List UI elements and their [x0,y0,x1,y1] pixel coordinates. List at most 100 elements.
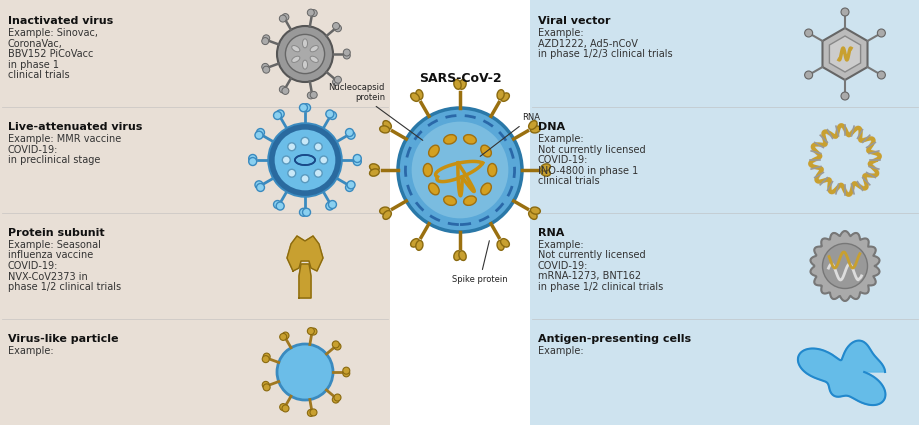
Text: COVID-19:: COVID-19: [8,144,58,155]
Circle shape [877,29,884,37]
Circle shape [343,370,349,377]
Text: NVX-CoV2373 in: NVX-CoV2373 in [8,272,87,281]
Ellipse shape [463,196,476,205]
Ellipse shape [428,145,438,157]
Ellipse shape [380,207,389,214]
Circle shape [301,175,309,183]
Ellipse shape [291,56,300,62]
Circle shape [248,158,256,165]
Circle shape [263,384,270,391]
Circle shape [310,328,317,335]
Circle shape [255,181,263,189]
Circle shape [877,71,884,79]
FancyBboxPatch shape [0,0,390,425]
Text: Viral vector: Viral vector [538,16,610,26]
Ellipse shape [500,93,509,101]
Ellipse shape [528,210,537,219]
Circle shape [273,201,281,209]
Text: Example: Sinovac,: Example: Sinovac, [8,28,98,38]
Circle shape [248,154,256,162]
Circle shape [288,143,295,151]
Text: Example:: Example: [8,346,53,356]
Ellipse shape [410,239,419,247]
FancyBboxPatch shape [390,0,529,425]
Circle shape [282,405,289,412]
Polygon shape [287,236,323,271]
Circle shape [256,184,264,191]
Circle shape [268,124,341,196]
Ellipse shape [443,135,456,144]
Polygon shape [810,231,879,301]
Text: RNA: RNA [480,113,539,156]
Text: Not currently licensed: Not currently licensed [538,144,645,155]
Circle shape [261,37,268,45]
Ellipse shape [380,126,389,133]
Text: COVID-19:: COVID-19: [8,261,58,271]
Circle shape [325,110,334,118]
Ellipse shape [453,79,460,89]
Circle shape [279,404,287,411]
Circle shape [320,156,327,164]
Text: in phase 1/2 clinical trials: in phase 1/2 clinical trials [538,282,663,292]
Circle shape [263,35,269,42]
Text: Antigen-presenting cells: Antigen-presenting cells [538,334,690,344]
Circle shape [314,143,322,151]
Text: Example:: Example: [538,240,583,250]
Ellipse shape [540,164,550,171]
Text: COVID-19:: COVID-19: [538,261,588,271]
Circle shape [334,394,341,401]
Circle shape [398,108,521,232]
Ellipse shape [415,241,423,250]
Circle shape [328,201,336,209]
Text: Example:: Example: [538,134,583,144]
Text: Live-attenuated virus: Live-attenuated virus [8,122,142,132]
Circle shape [822,244,867,289]
Circle shape [411,122,508,218]
Circle shape [346,128,353,136]
Circle shape [310,91,317,98]
Ellipse shape [428,183,438,195]
Ellipse shape [423,164,432,176]
Ellipse shape [487,164,496,176]
Circle shape [310,10,317,17]
Ellipse shape [310,45,318,52]
Text: Example: Seasonal: Example: Seasonal [8,240,101,250]
Ellipse shape [496,90,504,99]
Circle shape [282,156,289,164]
Circle shape [353,158,361,165]
Circle shape [302,104,311,112]
Circle shape [262,356,269,363]
Text: DNA: DNA [538,122,564,132]
Circle shape [310,409,317,416]
Circle shape [302,208,311,216]
Circle shape [840,8,848,16]
Circle shape [273,111,281,119]
Text: SARS-CoV-2: SARS-CoV-2 [418,72,501,85]
Circle shape [285,34,324,74]
Text: Example:: Example: [538,346,583,356]
Ellipse shape [302,39,307,48]
Circle shape [276,202,284,210]
Text: Example: MMR vaccine: Example: MMR vaccine [8,134,121,144]
Ellipse shape [481,145,491,157]
Text: Virus-like particle: Virus-like particle [8,334,119,344]
Circle shape [346,181,355,189]
Text: phase 1/2 clinical trials: phase 1/2 clinical trials [8,282,121,292]
Text: clinical trials: clinical trials [8,70,70,80]
Ellipse shape [528,121,537,130]
Text: in phase 1/2/3 clinical trials: in phase 1/2/3 clinical trials [538,49,672,59]
Text: CoronaVac,: CoronaVac, [8,39,62,48]
Circle shape [263,66,269,73]
Text: Not currently licensed: Not currently licensed [538,250,645,261]
Circle shape [279,333,287,340]
Text: Inactivated virus: Inactivated virus [8,16,113,26]
Ellipse shape [291,45,300,52]
Ellipse shape [443,196,456,205]
Circle shape [332,79,339,85]
Text: RNA: RNA [538,228,563,238]
Circle shape [281,14,289,20]
Circle shape [307,9,314,16]
Polygon shape [797,340,884,405]
Circle shape [277,344,333,400]
Circle shape [343,52,350,59]
